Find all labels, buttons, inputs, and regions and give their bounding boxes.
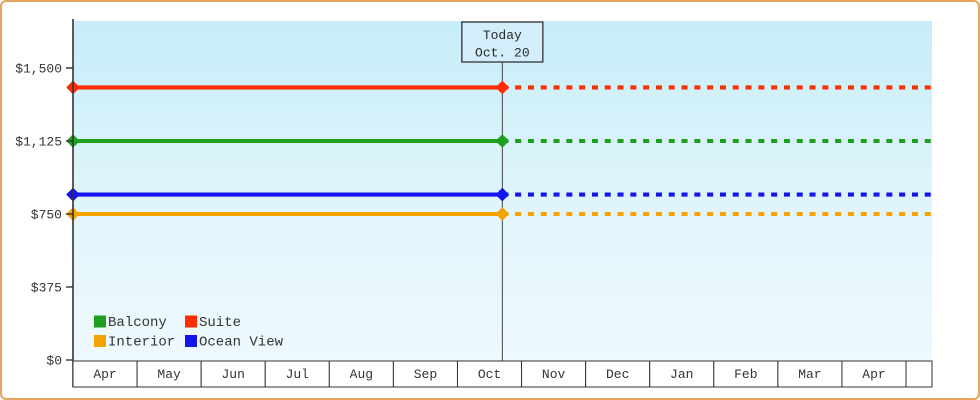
svg-text:$1,125: $1,125 [15,135,62,150]
svg-text:Dec: Dec [606,367,629,382]
svg-text:Oct: Oct [478,367,501,382]
svg-text:Jul: Jul [286,367,310,382]
svg-text:$750: $750 [31,208,62,223]
svg-text:Today: Today [483,28,522,43]
svg-text:Nov: Nov [542,367,566,382]
svg-text:Suite: Suite [199,315,241,331]
svg-text:May: May [157,367,181,382]
svg-text:Feb: Feb [734,367,757,382]
svg-text:Apr: Apr [862,367,885,382]
svg-text:Aug: Aug [350,367,373,382]
svg-text:Mar: Mar [798,367,821,382]
svg-text:Ocean View: Ocean View [199,335,284,351]
svg-text:$375: $375 [31,281,62,296]
svg-text:Sep: Sep [414,367,437,382]
svg-text:Jun: Jun [221,367,244,382]
svg-text:$0: $0 [46,354,62,369]
svg-text:Balcony: Balcony [108,315,167,331]
svg-text:Interior: Interior [108,335,175,351]
svg-text:Apr: Apr [93,367,116,382]
svg-text:Oct. 20: Oct. 20 [475,46,530,61]
svg-text:Jan: Jan [670,367,693,382]
svg-text:$1,500: $1,500 [15,62,62,77]
